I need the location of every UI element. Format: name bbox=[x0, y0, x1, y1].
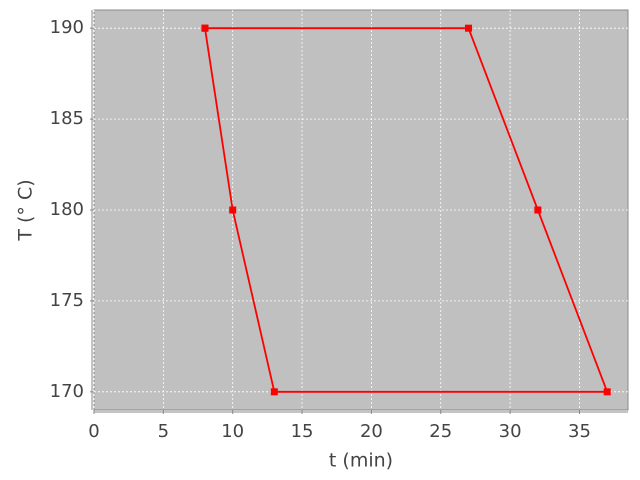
marker bbox=[534, 206, 542, 214]
y-tick-label: 170 bbox=[50, 381, 84, 402]
x-tick-label: 15 bbox=[291, 421, 314, 442]
x-tick-label: 20 bbox=[360, 421, 383, 442]
x-tick-label: 10 bbox=[221, 421, 244, 442]
x-tick-label: 25 bbox=[429, 421, 452, 442]
x-tick-label: 30 bbox=[499, 421, 522, 442]
y-tick-label: 180 bbox=[50, 199, 84, 220]
marker bbox=[229, 206, 237, 214]
y-tick-label: 175 bbox=[50, 290, 84, 311]
x-tick-label: 35 bbox=[568, 421, 591, 442]
x-tick-label: 5 bbox=[158, 421, 169, 442]
marker bbox=[603, 388, 611, 396]
marker bbox=[464, 24, 472, 32]
marker bbox=[270, 388, 278, 396]
y-tick-label: 185 bbox=[50, 108, 84, 129]
x-tick-label: 0 bbox=[88, 421, 99, 442]
y-axis-title: T (° C) bbox=[15, 179, 37, 241]
x-axis-title: t (min) bbox=[329, 450, 393, 472]
marker bbox=[201, 24, 209, 32]
y-tick-label: 190 bbox=[50, 17, 84, 38]
